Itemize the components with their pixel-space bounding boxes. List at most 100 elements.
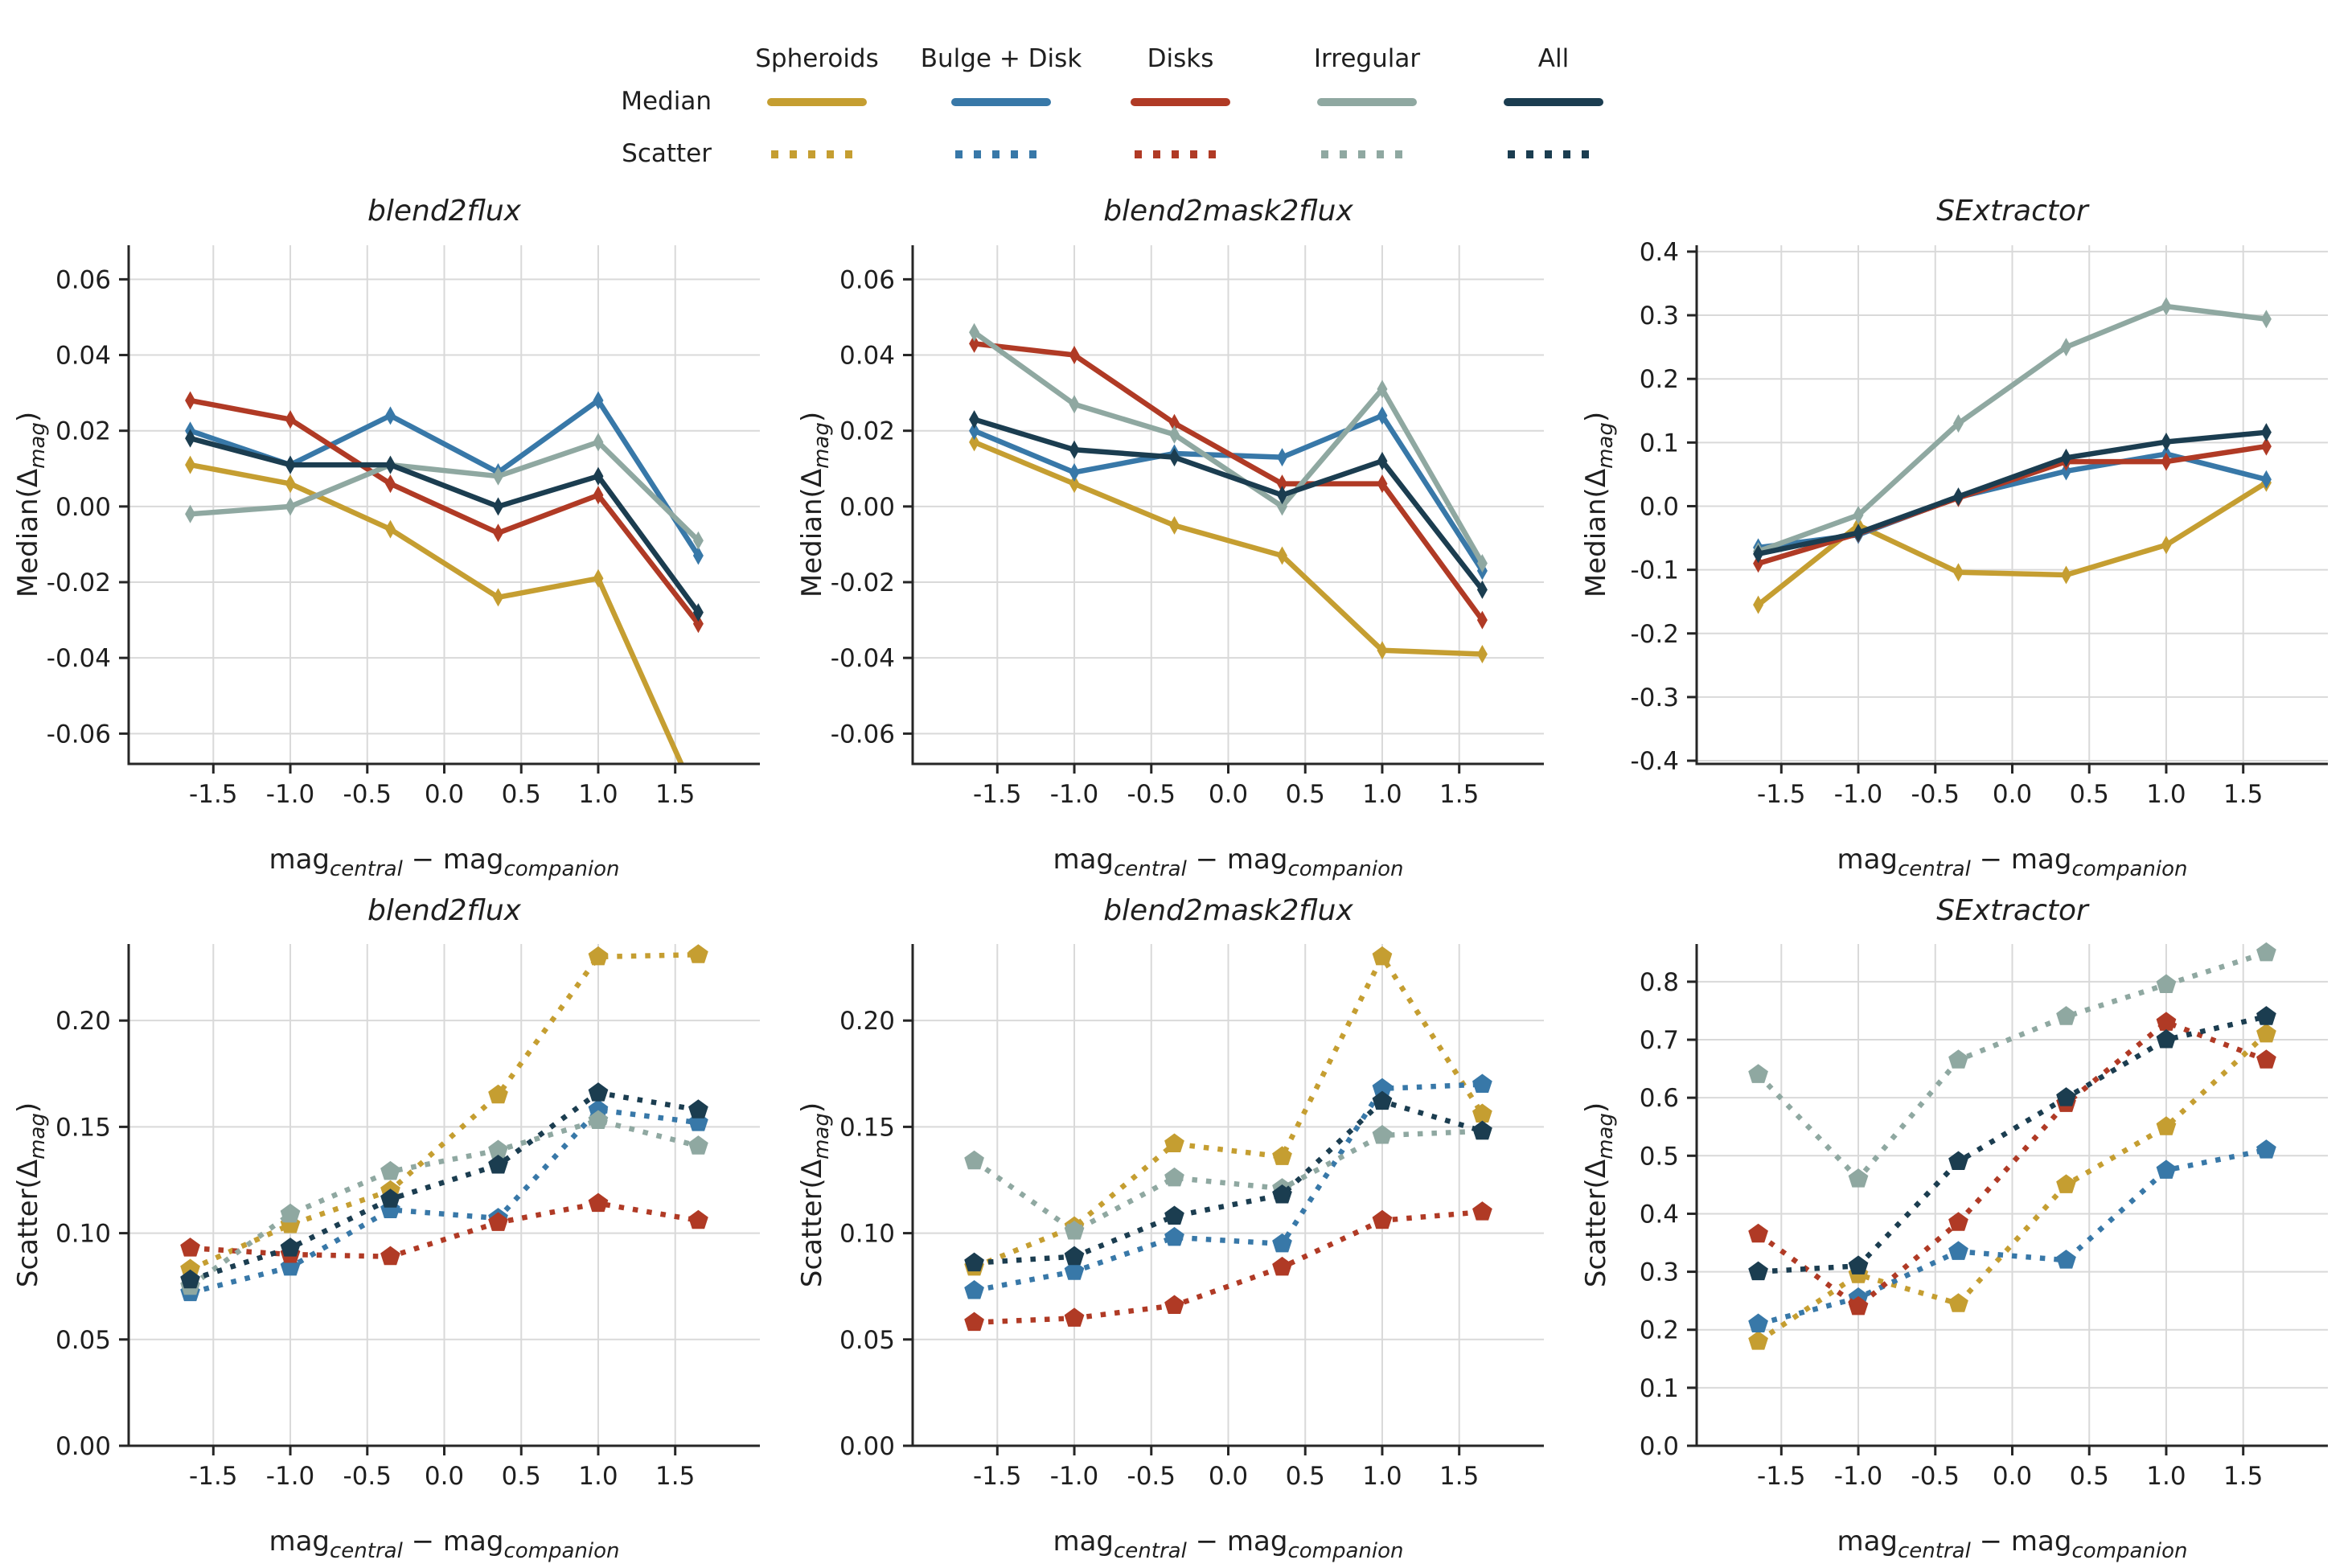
svg-text:0.5: 0.5 [1286, 1462, 1325, 1491]
svg-text:-1.5: -1.5 [973, 780, 1022, 809]
svg-text:1.5: 1.5 [2223, 780, 2263, 809]
svg-text:-0.02: -0.02 [831, 569, 895, 597]
legend-swatch-median-all [1504, 98, 1603, 106]
svg-text:0.1: 0.1 [1640, 1374, 1679, 1403]
svg-text:-0.06: -0.06 [831, 720, 895, 749]
chart-blend2flux-median: -0.06 -0.04 -0.02 0.00 0.02 0.04 0.06 -1.5 -1.0-… [12, 195, 760, 881]
legend-swatch-median-irregular [1317, 98, 1417, 106]
svg-text:-0.04: -0.04 [831, 644, 895, 673]
legend-swatch-median-bulge-disk [951, 98, 1051, 106]
subplot-blend2flux-scatter: 0.00 0.05 0.10 0.15 0.20 -1.5 -1.0 -0.5 0.0 0.5 1.… [0, 891, 784, 1568]
svg-text:Scatter(Δmag): Scatter(Δmag) [12, 1102, 50, 1287]
legend-category-all: All [1537, 44, 1570, 73]
svg-text:0.5: 0.5 [1640, 1142, 1679, 1171]
svg-text:0.06: 0.06 [55, 265, 111, 294]
svg-text:blend2flux: blend2flux [367, 894, 522, 927]
svg-text:magcentral − magcompanion: magcentral − magcompanion [1053, 1525, 1403, 1563]
chart-blend2mask2flux-scatter: 0.00 0.05 0.10 0.15 0.20 -1.5 -1.0 -0.5 0.0 0.5 1.… [796, 894, 1544, 1563]
subplot-sextractor-scatter: 0.0 0.1 0.2 0.3 0.4 0.5 0.6 0.7 0.8 -1.5 -1.0 -0.5 0… [1568, 891, 2352, 1568]
svg-text:0.04: 0.04 [839, 342, 895, 371]
svg-text:blend2flux: blend2flux [367, 195, 522, 228]
svg-text:0.7: 0.7 [1640, 1026, 1679, 1055]
svg-text:-0.1: -0.1 [1631, 556, 1680, 585]
svg-text:-0.3: -0.3 [1631, 683, 1680, 712]
svg-text:0.8: 0.8 [1640, 968, 1679, 997]
svg-text:SExtractor: SExtractor [1936, 894, 2090, 927]
svg-text:1.5: 1.5 [655, 780, 695, 809]
svg-text:0.5: 0.5 [502, 780, 541, 809]
svg-text:blend2mask2flux: blend2mask2flux [1103, 195, 1353, 228]
svg-text:0.00: 0.00 [55, 1432, 111, 1461]
legend-category-disks: Disks [1147, 44, 1214, 73]
svg-text:0.0: 0.0 [1640, 1432, 1679, 1461]
svg-text:0.20: 0.20 [839, 1007, 895, 1036]
svg-text:magcentral − magcompanion: magcentral − magcompanion [269, 844, 619, 881]
svg-text:Median(Δmag): Median(Δmag) [12, 412, 50, 597]
subplot-sextractor-median: -0.4 -0.3 -0.2 -0.1 0.0 0.1 0.2 0.3 0.4 -1.5 -1.0-… [1568, 185, 2352, 896]
svg-text:1.0: 1.0 [2146, 780, 2186, 809]
svg-text:-1.0: -1.0 [266, 780, 315, 809]
svg-text:Median(Δmag): Median(Δmag) [1580, 412, 1618, 597]
svg-text:-0.5: -0.5 [343, 1462, 392, 1491]
legend-swatch-scatter-irregular [1321, 150, 1413, 158]
svg-text:0.5: 0.5 [2070, 780, 2109, 809]
legend-row-median-label: Median [621, 87, 712, 116]
svg-text:-0.5: -0.5 [343, 780, 392, 809]
legend-row-scatter-label: Scatter [622, 139, 712, 168]
svg-text:0.0: 0.0 [425, 780, 464, 809]
svg-text:0.06: 0.06 [839, 265, 895, 294]
svg-text:-1.5: -1.5 [973, 1462, 1022, 1491]
svg-text:0.10: 0.10 [839, 1220, 895, 1249]
legend-swatch-scatter-spheroids [771, 150, 863, 158]
legend-swatch-median-spheroids [767, 98, 867, 106]
legend: Median Scatter Spheroids Bulge + Disk Di… [0, 0, 2352, 189]
svg-text:0.4: 0.4 [1640, 1200, 1679, 1229]
svg-text:Scatter(Δmag): Scatter(Δmag) [796, 1102, 834, 1287]
svg-text:0.2: 0.2 [1640, 365, 1679, 394]
svg-text:0.0: 0.0 [1993, 780, 2032, 809]
svg-text:-0.04: -0.04 [47, 644, 111, 673]
svg-text:0.5: 0.5 [2070, 1462, 2109, 1491]
svg-text:0.15: 0.15 [55, 1113, 111, 1142]
chart-sextractor-scatter: 0.0 0.1 0.2 0.3 0.4 0.5 0.6 0.7 0.8 -1.5 -1.0 -0.5 0… [1580, 894, 2328, 1563]
svg-text:1.5: 1.5 [1439, 1462, 1479, 1491]
svg-text:0.04: 0.04 [55, 342, 111, 371]
svg-text:blend2mask2flux: blend2mask2flux [1103, 894, 1353, 927]
chart-blend2flux-scatter: 0.00 0.05 0.10 0.15 0.20 -1.5 -1.0 -0.5 0.0 0.5 1.… [12, 894, 760, 1563]
svg-text:0.0: 0.0 [425, 1462, 464, 1491]
legend-swatch-scatter-all [1508, 150, 1599, 158]
chart-sextractor-median: -0.4 -0.3 -0.2 -0.1 0.0 0.1 0.2 0.3 0.4 -1.5 -1.0-… [1580, 195, 2328, 881]
svg-text:Median(Δmag): Median(Δmag) [796, 412, 834, 597]
legend-category-irregular: Irregular [1313, 44, 1421, 73]
svg-text:-0.5: -0.5 [1127, 780, 1176, 809]
svg-text:-0.5: -0.5 [1127, 1462, 1176, 1491]
svg-text:0.0: 0.0 [1993, 1462, 2032, 1491]
svg-text:0.02: 0.02 [839, 417, 895, 446]
svg-text:1.5: 1.5 [2223, 1462, 2263, 1491]
subplot-blend2mask2flux-scatter: 0.00 0.05 0.10 0.15 0.20 -1.5 -1.0 -0.5 0.0 0.5 1.… [784, 891, 1568, 1568]
svg-text:0.5: 0.5 [502, 1462, 541, 1491]
svg-text:1.0: 1.0 [578, 780, 618, 809]
chart-blend2mask2flux-median: -0.06 -0.04 -0.02 0.00 0.02 0.04 0.06 -1.5 -1.0-… [796, 195, 1544, 881]
svg-text:0.0: 0.0 [1209, 780, 1248, 809]
svg-text:0.05: 0.05 [55, 1326, 111, 1355]
svg-text:-1.0: -1.0 [1050, 780, 1099, 809]
svg-text:0.6: 0.6 [1640, 1084, 1679, 1113]
svg-text:0.1: 0.1 [1640, 429, 1679, 458]
svg-text:-0.5: -0.5 [1911, 1462, 1960, 1491]
svg-text:1.5: 1.5 [655, 1462, 695, 1491]
svg-text:0.00: 0.00 [839, 493, 895, 522]
legend-swatch-scatter-disks [1135, 150, 1226, 158]
svg-text:-0.4: -0.4 [1631, 747, 1680, 776]
svg-text:0.00: 0.00 [55, 493, 111, 522]
svg-text:0.2: 0.2 [1640, 1316, 1679, 1345]
svg-text:-1.5: -1.5 [189, 780, 238, 809]
svg-text:-1.5: -1.5 [1757, 1462, 1806, 1491]
svg-text:0.00: 0.00 [839, 1432, 895, 1461]
svg-text:0.05: 0.05 [839, 1326, 895, 1355]
svg-text:magcentral − magcompanion: magcentral − magcompanion [1837, 844, 2187, 881]
svg-text:0.20: 0.20 [55, 1007, 111, 1036]
svg-text:magcentral − magcompanion: magcentral − magcompanion [1053, 844, 1403, 881]
svg-text:SExtractor: SExtractor [1936, 195, 2090, 228]
